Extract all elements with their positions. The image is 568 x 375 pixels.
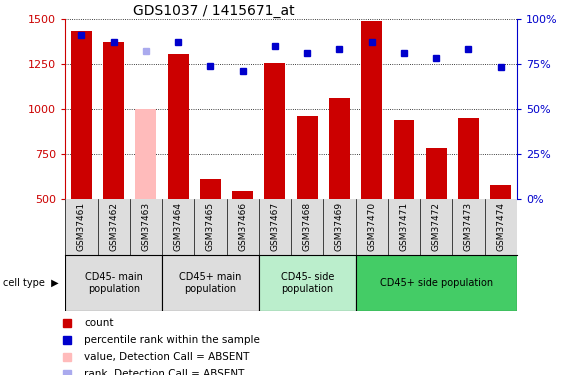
Text: GSM37463: GSM37463 [141, 202, 151, 251]
Text: GDS1037 / 1415671_at: GDS1037 / 1415671_at [133, 4, 295, 18]
Bar [162, 255, 259, 311]
Text: GSM37461: GSM37461 [77, 202, 86, 251]
Bar [426, 148, 446, 199]
Bar [329, 98, 350, 199]
Bar [136, 109, 156, 199]
Text: GSM37472: GSM37472 [432, 202, 441, 250]
Bar [103, 42, 124, 199]
Bar [490, 185, 511, 199]
Bar [200, 179, 221, 199]
Text: GSM37465: GSM37465 [206, 202, 215, 251]
Text: GSM37473: GSM37473 [464, 202, 473, 251]
Bar [296, 116, 318, 199]
Text: GSM37468: GSM37468 [303, 202, 312, 251]
Text: CD45- side
population: CD45- side population [281, 272, 334, 294]
Text: GSM37469: GSM37469 [335, 202, 344, 251]
Text: GSM37466: GSM37466 [238, 202, 247, 251]
Bar [259, 255, 356, 311]
Text: CD45+ side population: CD45+ side population [379, 278, 493, 288]
Text: value, Detection Call = ABSENT: value, Detection Call = ABSENT [84, 352, 250, 362]
Text: GSM37471: GSM37471 [399, 202, 408, 251]
Bar [394, 120, 415, 199]
Bar [65, 255, 162, 311]
Bar [168, 54, 189, 199]
Bar [71, 32, 92, 199]
Bar [361, 21, 382, 199]
Text: GSM37470: GSM37470 [367, 202, 376, 251]
Bar [458, 118, 479, 199]
Text: percentile rank within the sample: percentile rank within the sample [84, 335, 260, 345]
Text: CD45+ main
population: CD45+ main population [179, 272, 241, 294]
Text: GSM37474: GSM37474 [496, 202, 506, 250]
Bar [265, 63, 286, 199]
Text: CD45- main
population: CD45- main population [85, 272, 143, 294]
Text: GSM37462: GSM37462 [109, 202, 118, 250]
Text: cell type  ▶: cell type ▶ [3, 278, 59, 288]
Text: GSM37467: GSM37467 [270, 202, 279, 251]
Text: rank, Detection Call = ABSENT: rank, Detection Call = ABSENT [84, 369, 245, 375]
Text: GSM37464: GSM37464 [174, 202, 183, 250]
Bar [356, 255, 517, 311]
Text: count: count [84, 318, 114, 328]
Bar [232, 190, 253, 199]
